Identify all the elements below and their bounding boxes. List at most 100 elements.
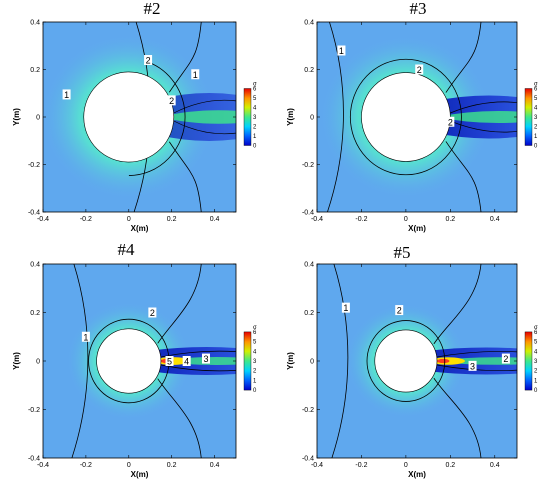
panel-title: #3: [410, 0, 427, 18]
contour-label: 2: [146, 56, 151, 66]
contour-label-box: [501, 353, 510, 364]
y-axis-label: Y(m): [286, 352, 295, 370]
x-tick-label: -0.2: [355, 462, 367, 469]
contour-line: [433, 264, 482, 345]
x-tick-label: 0: [127, 462, 131, 469]
x-axis-label: X(m): [408, 224, 426, 233]
contour-line: [327, 22, 344, 212]
x-tick-label: 0.2: [167, 216, 177, 223]
x-axis-label: X(m): [408, 470, 426, 479]
colorbar-tick-label: 3: [253, 115, 257, 121]
contour-label-box: [468, 360, 477, 371]
contour-line: [433, 377, 482, 458]
contour-label: 3: [203, 354, 208, 364]
contour-label-box: [191, 69, 200, 80]
y-tick-label: 0.4: [304, 262, 314, 269]
y-axis-label: Y(m): [286, 108, 295, 126]
contour-panel: 1 2 2 -0.4 -0.2 0 0.2 0.4 -0.4 -0.2 0 0.2 0.4 X(m) Y(m…: [286, 0, 538, 233]
colorbar-tick-label: 3: [534, 359, 538, 365]
panel-title: #5: [394, 243, 411, 262]
y-tick-label: -0.4: [28, 456, 40, 463]
contour-line: [157, 378, 202, 458]
contour-line: [445, 141, 482, 212]
colorbar: [524, 331, 533, 391]
y-tick-label: -0.2: [302, 407, 314, 414]
hot-core: [437, 358, 450, 364]
colorbar-tick-label: 2: [534, 369, 538, 375]
x-tick-label: 0.4: [490, 216, 500, 223]
x-tick-label: 0.2: [167, 462, 177, 469]
colorbar-tick-label: 5: [253, 96, 257, 102]
y-tick-label: 0.2: [304, 67, 314, 74]
colorbar-tick-label: 6: [253, 330, 257, 336]
contour-label-box: [446, 116, 455, 127]
colorbar-tick-label: 4: [534, 106, 538, 112]
colorbar-tick-label: 2: [534, 125, 538, 131]
cylinder-body: [374, 329, 438, 393]
contour-line: [436, 364, 517, 371]
contour-line: [71, 264, 89, 458]
x-tick-label: -0.4: [311, 216, 323, 223]
contour-label: 2: [169, 96, 174, 106]
x-tick-label: 0.2: [445, 216, 455, 223]
contour-label-box: [337, 45, 346, 56]
colorbar-tick-label: 2: [253, 125, 257, 131]
contour-label: 5: [167, 357, 172, 367]
colorbar-tick-label: 1: [534, 134, 538, 140]
x-tick-label: 0.4: [210, 216, 220, 223]
x-tick-label: 0: [404, 462, 408, 469]
x-tick-label: -0.2: [80, 462, 92, 469]
contour-label: 2: [150, 308, 155, 318]
x-tick-label: 0.4: [210, 462, 220, 469]
contour-label: 4: [184, 357, 189, 367]
contour-label: 3: [470, 361, 475, 371]
contour-line: [331, 264, 349, 458]
contour-label-box: [415, 64, 424, 75]
contour-line: [445, 22, 482, 93]
colorbar-tick-label: 4: [253, 106, 257, 112]
y-tick-label: 0.4: [304, 20, 314, 27]
colorbar-title: σ: [253, 82, 257, 88]
x-axis-label: X(m): [131, 470, 149, 479]
contour-line: [160, 364, 236, 372]
contour-label-box: [182, 356, 191, 366]
contour-line: [168, 141, 202, 212]
y-tick-label: 0: [36, 359, 40, 366]
colorbar-tick-label: 1: [253, 134, 257, 140]
contour-label: 1: [339, 46, 344, 56]
contour-label: 2: [417, 65, 422, 75]
y-tick-label: 0: [36, 115, 40, 122]
contour-line: [366, 320, 446, 402]
x-tick-label: -0.4: [37, 462, 49, 469]
colorbar-tick-label: 6: [253, 87, 257, 93]
y-tick-label: 0.2: [304, 310, 314, 317]
colorbar-tick-label: 0: [253, 388, 257, 394]
y-tick-label: -0.4: [302, 456, 314, 463]
contour-label-box: [165, 356, 174, 366]
contour-line: [450, 120, 517, 133]
contour-line: [157, 264, 202, 344]
contour-line: [173, 120, 236, 135]
contour-label-box: [81, 331, 90, 342]
y-tick-label: 0.2: [30, 67, 40, 74]
colorbar-tick-label: 1: [253, 378, 257, 384]
contour-panel: 1 2 5 4 3 -0.4 -0.2 0 0.2 0.4 -0.4 -0.2 0 0.2 0.4 X(m) Y…: [12, 240, 257, 479]
colorbar-title: σ: [253, 325, 257, 331]
colorbar-tick-label: 4: [253, 349, 257, 355]
wake-streak: [159, 110, 236, 124]
x-tick-label: 0: [404, 216, 408, 223]
colorbar: [524, 88, 533, 146]
contour-line: [168, 22, 202, 93]
contour-label-box: [167, 95, 176, 106]
colorbar-tick-label: 4: [534, 349, 538, 355]
y-tick-label: -0.2: [28, 162, 40, 169]
colorbar-title: σ: [534, 82, 538, 88]
colorbar-tick-label: 5: [253, 340, 257, 346]
contour-label: 1: [83, 332, 88, 342]
panel-title: #2: [144, 0, 161, 18]
contour-label-box: [341, 302, 350, 313]
x-tick-label: -0.2: [355, 216, 367, 223]
contour-label: 1: [193, 70, 198, 80]
y-tick-label: 0: [310, 359, 314, 366]
